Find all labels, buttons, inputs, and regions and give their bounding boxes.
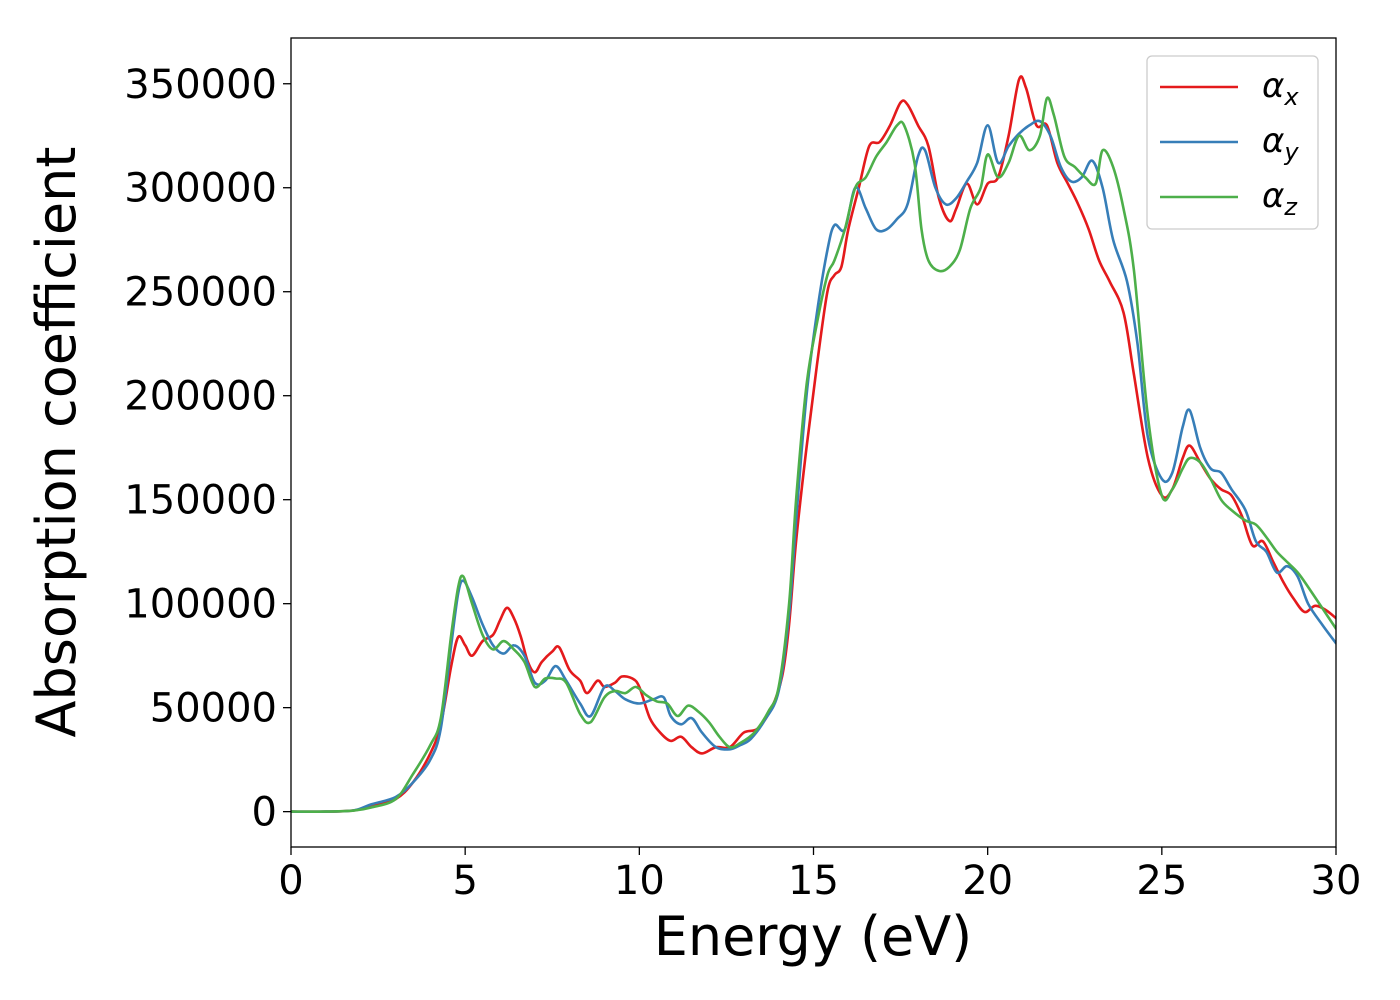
legend-symbol: α [1262,66,1284,106]
series-line-z [291,96,1336,813]
y-tick-label: 150000 [124,478,277,524]
x-axis-ticks: 0 5 10 15 20 25 30 [278,847,1361,904]
y-axis-title: Absorption coefficient [25,147,88,738]
legend-symbol: α [1262,121,1284,161]
x-axis-title: Energy (eV) [654,905,973,968]
x-tick-label: 10 [614,858,665,904]
y-axis-ticks: 0 50000 100000 150000 200000 250000 300000 3500… [124,62,291,836]
legend-subscript: y [1283,138,1299,166]
legend-label-x: αx [1262,66,1299,111]
y-tick-label: 100000 [124,582,277,628]
y-tick-label: 0 [252,790,277,836]
legend-label-y: αy [1262,121,1299,166]
x-tick-label: 5 [452,858,477,904]
y-tick-label: 350000 [124,62,277,108]
x-tick-label: 15 [788,858,839,904]
legend-subscript: x [1283,83,1299,111]
x-tick-label: 30 [1311,858,1362,904]
x-tick-label: 25 [1136,858,1187,904]
x-tick-label: 20 [962,858,1013,904]
y-tick-label: 300000 [124,166,277,212]
legend-symbol: α [1262,176,1284,216]
legend-label-z: αz [1262,176,1298,221]
legend-subscript: z [1283,193,1298,221]
y-tick-label: 50000 [150,686,277,732]
y-tick-label: 250000 [124,270,277,316]
y-tick-label: 200000 [124,374,277,420]
series-layer [291,75,1336,814]
x-tick-label: 0 [278,858,303,904]
